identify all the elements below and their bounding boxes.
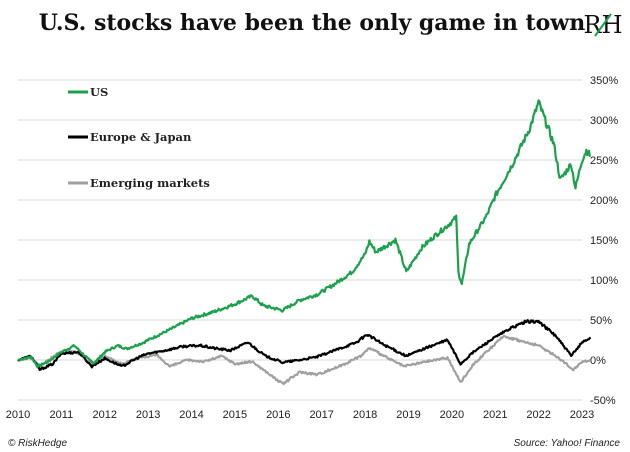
y-tick-label: 50% [590,315,612,327]
x-tick-label: 2017 [309,409,333,421]
y-tick-label: 0% [590,355,606,367]
legend-label: Emerging markets [90,176,210,190]
y-tick-label: -50% [590,395,616,407]
logo: RH [584,11,623,39]
x-tick-label: 2014 [179,409,203,421]
series-line-us [17,99,591,369]
y-axis-ticks: 350% 300% 250% 200% 150% 100% 50% 0% -50% [590,75,618,407]
copyright-text: © RiskHedge [8,438,67,449]
logo-accent-icon [594,13,612,37]
x-tick-label: 2016 [266,409,290,421]
y-tick-label: 300% [590,115,618,127]
legend-label: Europe & Japan [90,130,192,144]
chart-title: U.S. stocks have been the only game in t… [39,10,586,36]
x-tick-label: 2012 [93,409,117,421]
y-tick-label: 200% [590,195,618,207]
grid-lines [18,79,582,401]
x-axis-ticks: 2010 2011 2012 2013 2014 2015 2016 2017 2018 2019… [6,409,594,421]
x-tick-label: 2018 [353,409,377,421]
x-tick-label: 2019 [396,409,420,421]
series-line-emerging-markets [17,334,592,386]
y-tick-label: 350% [590,75,618,87]
y-tick-label: 100% [590,275,618,287]
x-tick-label: 2013 [136,409,160,421]
source-text: Source: Yahoo! Finance [514,438,621,449]
y-tick-label: 150% [590,235,618,247]
legend: US Europe & Japan Emerging markets [68,85,210,190]
legend-label: US [90,85,108,99]
x-tick-label: 2022 [526,409,550,421]
series-line-europe-japan [17,319,592,371]
x-tick-label: 2011 [50,409,74,421]
x-tick-label: 2010 [6,409,30,421]
y-tick-label: 250% [590,155,618,167]
x-tick-label: 2021 [483,409,507,421]
series-lines [17,99,592,386]
x-tick-label: 2023 [570,409,594,421]
x-tick-label: 2020 [440,409,464,421]
x-tick-label: 2015 [223,409,247,421]
